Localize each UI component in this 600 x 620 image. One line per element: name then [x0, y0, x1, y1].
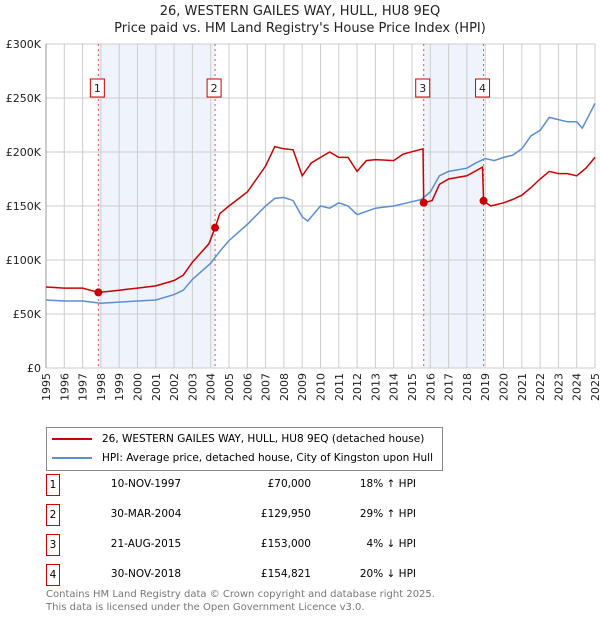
x-tick-label: 2009 [296, 373, 309, 401]
x-tick-label: 2011 [333, 373, 346, 401]
sale-date: 10-NOV-1997 [110, 478, 182, 490]
x-tick-label: 2007 [260, 373, 273, 401]
x-tick-label: 2019 [479, 373, 492, 401]
sale-marker-box [206, 78, 222, 98]
x-tick-label: 2024 [571, 373, 584, 401]
sale-row: 3 21-AUG-2015 £153,000 4% ↓ HPI [46, 534, 446, 556]
sale-date: 30-NOV-2018 [110, 568, 182, 580]
sale-point [94, 288, 103, 297]
x-tick-label: 2016 [424, 373, 437, 401]
x-tick-label: 2022 [534, 373, 547, 401]
x-tick-label: 2013 [369, 373, 382, 401]
property-price-line [45, 145, 596, 294]
x-tick-label: 2018 [461, 373, 474, 401]
x-tick-label: 1997 [77, 373, 90, 401]
sale-row: 4 30-NOV-2018 £154,821 20% ↓ HPI [46, 564, 446, 586]
sale-number: 3 [46, 534, 60, 556]
sale-marker-box [415, 78, 431, 98]
footer-copyright: Contains HM Land Registry data © Crown c… [46, 589, 435, 600]
x-tick-label: 2012 [351, 373, 364, 401]
x-tick-label: 2010 [315, 373, 328, 401]
legend: 26, WESTERN GAILES WAY, HULL, HU8 9EQ (d… [46, 427, 443, 471]
sale-price: £129,950 [260, 508, 311, 520]
sale-price: £70,000 [267, 478, 311, 490]
y-tick-label: £300K [6, 38, 42, 51]
sale-marker-label: 2 [211, 82, 218, 95]
x-tick-label: 2020 [498, 373, 511, 401]
x-tick-label: 2004 [205, 373, 218, 401]
x-tick-label: 2001 [150, 373, 163, 401]
y-tick-label: £200K [6, 146, 42, 159]
sale-marker-label: 4 [479, 82, 486, 95]
x-tick-label: 2000 [132, 373, 145, 401]
sale-number: 4 [46, 564, 60, 586]
hpi-line [45, 103, 596, 304]
footer-licence: This data is licensed under the Open Gov… [46, 602, 365, 613]
sale-hpi-diff: 4% ↓ HPI [366, 538, 416, 550]
sale-date: 30-MAR-2004 [110, 508, 182, 520]
legend-swatch-hpi [52, 457, 92, 459]
sale-marker-box [89, 78, 105, 98]
y-tick-label: £0 [27, 362, 41, 375]
sale-hpi-diff: 29% ↑ HPI [359, 508, 416, 520]
sale-hpi-diff: 20% ↓ HPI [359, 568, 416, 580]
x-tick-label: 2023 [552, 373, 565, 401]
x-tick-label: 2017 [443, 373, 456, 401]
legend-label-property: 26, WESTERN GAILES WAY, HULL, HU8 9EQ (d… [102, 433, 425, 445]
x-tick-label: 1996 [58, 373, 71, 401]
x-tick-label: 2006 [241, 373, 254, 401]
x-tick-label: 1999 [113, 373, 126, 401]
sale-row: 2 30-MAR-2004 £129,950 29% ↑ HPI [46, 504, 446, 526]
sale-point [419, 198, 428, 207]
sale-row: 1 10-NOV-1997 £70,000 18% ↑ HPI [46, 474, 446, 496]
sale-number: 2 [46, 504, 60, 526]
sale-marker-box [475, 78, 491, 98]
chart-title: 26, WESTERN GAILES WAY, HULL, HU8 9EQ [159, 4, 441, 19]
sale-price: £153,000 [260, 538, 311, 550]
x-tick-label: 2015 [406, 373, 419, 401]
legend-swatch-property [52, 438, 92, 440]
x-tick-label: 1995 [40, 373, 53, 401]
legend-label-hpi: HPI: Average price, detached house, City… [102, 452, 433, 464]
sale-point [479, 196, 488, 205]
chart-subtitle: Price paid vs. HM Land Registry's House … [114, 21, 486, 36]
y-tick-label: £50K [13, 308, 42, 321]
sale-hpi-diff: 18% ↑ HPI [359, 478, 416, 490]
sale-marker-label: 1 [94, 82, 101, 95]
y-tick-label: £100K [6, 254, 42, 267]
x-tick-label: 2003 [186, 373, 199, 401]
x-tick-label: 1998 [95, 373, 108, 401]
y-tick-label: £250K [6, 92, 42, 105]
x-tick-label: 2021 [516, 373, 529, 401]
sale-point [211, 223, 220, 232]
plot-area: 1995 1996 1997 1998 1999 2000 2001 2002 2003 2004… [6, 38, 600, 401]
x-tick-label: 2025 [589, 373, 600, 401]
x-tick-label: 2014 [388, 373, 401, 401]
sale-price: £154,821 [260, 568, 311, 580]
y-tick-label: £150K [6, 200, 42, 213]
x-tick-label: 2008 [278, 373, 291, 401]
sale-number: 1 [46, 474, 60, 496]
x-tick-label: 2002 [168, 373, 181, 401]
sale-marker-label: 3 [419, 82, 426, 95]
sale-date: 21-AUG-2015 [110, 538, 182, 550]
x-tick-label: 2005 [223, 373, 236, 401]
